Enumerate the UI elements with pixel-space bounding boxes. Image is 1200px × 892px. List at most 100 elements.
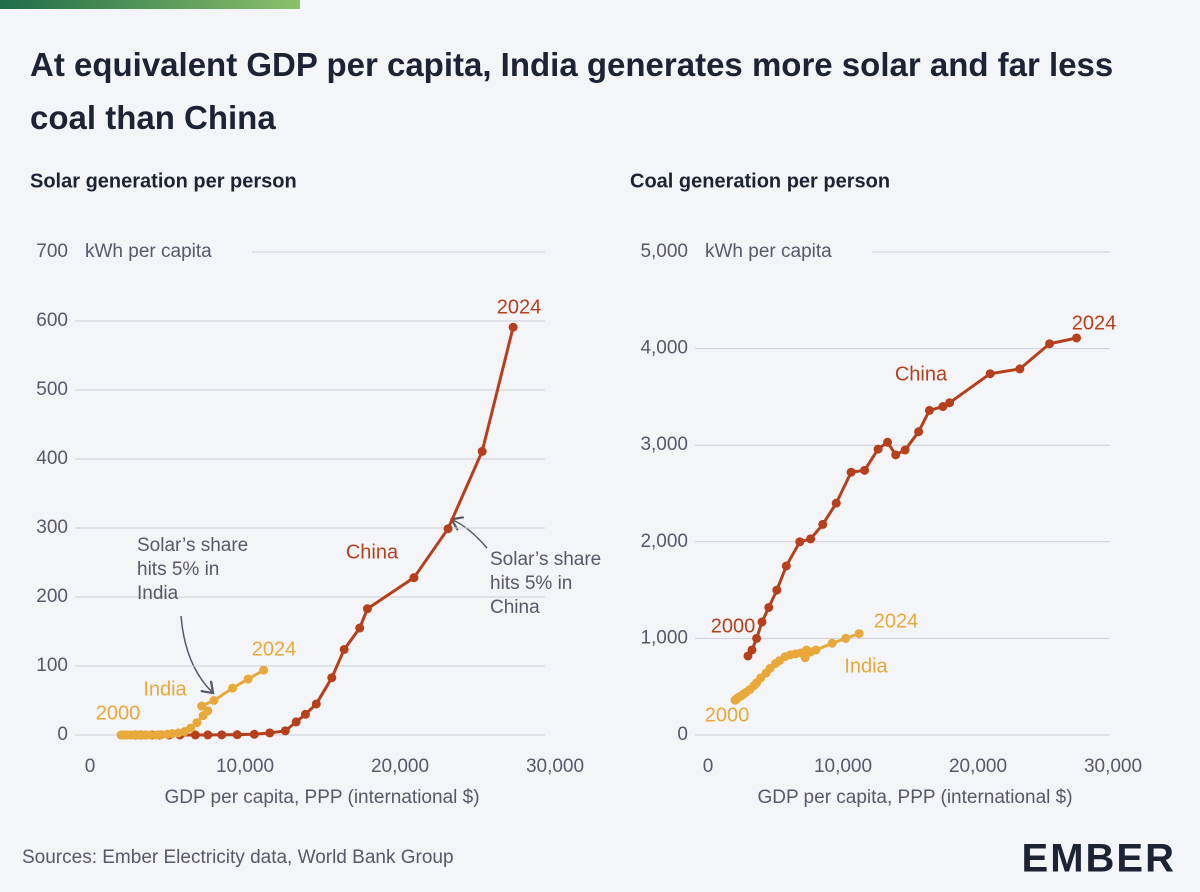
data-point [311, 699, 321, 709]
data-point [914, 427, 924, 437]
y-tick-label: 2,000 [640, 531, 688, 552]
year-label: 2000 [96, 702, 141, 724]
data-point [197, 701, 207, 711]
data-point [232, 730, 242, 740]
data-point [938, 402, 948, 412]
series-label: China [346, 541, 399, 563]
year-label: 2024 [874, 610, 919, 632]
annotation-arrow [453, 520, 488, 549]
data-point [339, 644, 349, 654]
data-point [800, 653, 810, 663]
source: Sources: Ember Electricity data, World B… [22, 847, 454, 868]
data-point [811, 645, 821, 655]
data-point [209, 696, 219, 705]
annotation: Solar’s share [137, 535, 248, 556]
data-point [846, 467, 856, 477]
y-tick-label: 0 [57, 724, 68, 745]
data-point [280, 726, 290, 736]
data-point [327, 673, 337, 683]
data-point [228, 683, 238, 693]
data-point [145, 730, 155, 740]
data-point [891, 450, 901, 460]
top-bar [0, 0, 300, 9]
x-tick-label: 20,000 [371, 756, 429, 777]
series-label: India [844, 655, 888, 677]
chart-title: Solar generation per person [30, 170, 297, 192]
data-point [355, 623, 365, 633]
annotation: hits 5% in [490, 573, 572, 594]
data-point [249, 729, 259, 739]
series-label: China [895, 363, 948, 385]
series-line [746, 336, 1077, 657]
y-tick-label: 600 [36, 310, 68, 331]
annotation: hits 5% in [137, 559, 219, 580]
data-point [508, 322, 518, 332]
data-point [291, 717, 301, 727]
series-label: India [143, 678, 187, 700]
data-point [985, 369, 995, 379]
annotation: India [137, 583, 179, 604]
data-point [860, 465, 870, 475]
data-point [1015, 364, 1025, 374]
x-tick-label: 10,000 [814, 756, 872, 777]
y-axis-label: kWh per capita [705, 241, 832, 262]
data-point [883, 437, 893, 447]
data-point [217, 730, 227, 740]
y-tick-label: 100 [36, 655, 68, 676]
data-point [192, 718, 202, 728]
data-point [203, 706, 213, 716]
data-point [945, 398, 955, 408]
data-point [873, 444, 883, 454]
data-point [806, 534, 816, 544]
data-point [827, 638, 837, 648]
data-point [186, 723, 196, 733]
data-point [265, 728, 275, 738]
y-tick-label: 400 [36, 448, 68, 469]
data-point [203, 730, 213, 740]
data-point [795, 537, 805, 547]
y-tick-label: 0 [677, 724, 688, 745]
data-point [854, 629, 864, 639]
annotation-arrow [180, 615, 212, 692]
data-point [243, 674, 253, 684]
data-point [477, 446, 487, 456]
x-tick-label: 10,000 [216, 756, 274, 777]
data-point [764, 602, 774, 612]
annotation: Solar’s share [490, 549, 601, 570]
y-tick-label: 4,000 [640, 338, 688, 359]
x-tick-label: 20,000 [949, 756, 1007, 777]
year-label: 2000 [711, 615, 756, 637]
y-tick-label: 5,000 [640, 241, 688, 262]
y-tick-label: 200 [36, 586, 68, 607]
x-tick-label: 0 [703, 756, 714, 777]
year-label: 2024 [1072, 312, 1117, 334]
data-point [1045, 339, 1055, 349]
data-point [747, 645, 757, 655]
year-label: 2024 [497, 296, 542, 318]
data-point [924, 405, 934, 415]
y-tick-label: 700 [36, 241, 68, 262]
data-point [1072, 333, 1082, 343]
y-tick-label: 3,000 [640, 434, 688, 455]
data-point [900, 445, 910, 455]
series-line [135, 326, 515, 737]
year-label: 2024 [252, 638, 297, 660]
data-point [781, 561, 791, 571]
data-point [772, 585, 782, 595]
y-tick-label: 500 [36, 379, 68, 400]
page-title: At equivalent GDP per capita, India gene… [30, 46, 1114, 136]
year-label: 2000 [705, 704, 750, 726]
logo: EMBER [1022, 837, 1176, 881]
annotation: China [490, 597, 540, 618]
data-point [362, 604, 372, 614]
y-tick-label: 1,000 [640, 627, 688, 648]
data-point [259, 665, 269, 675]
data-point [752, 633, 762, 643]
data-point [443, 524, 453, 534]
data-point [841, 633, 851, 643]
data-point [190, 730, 200, 740]
data-point [409, 573, 419, 583]
data-point [818, 519, 828, 529]
